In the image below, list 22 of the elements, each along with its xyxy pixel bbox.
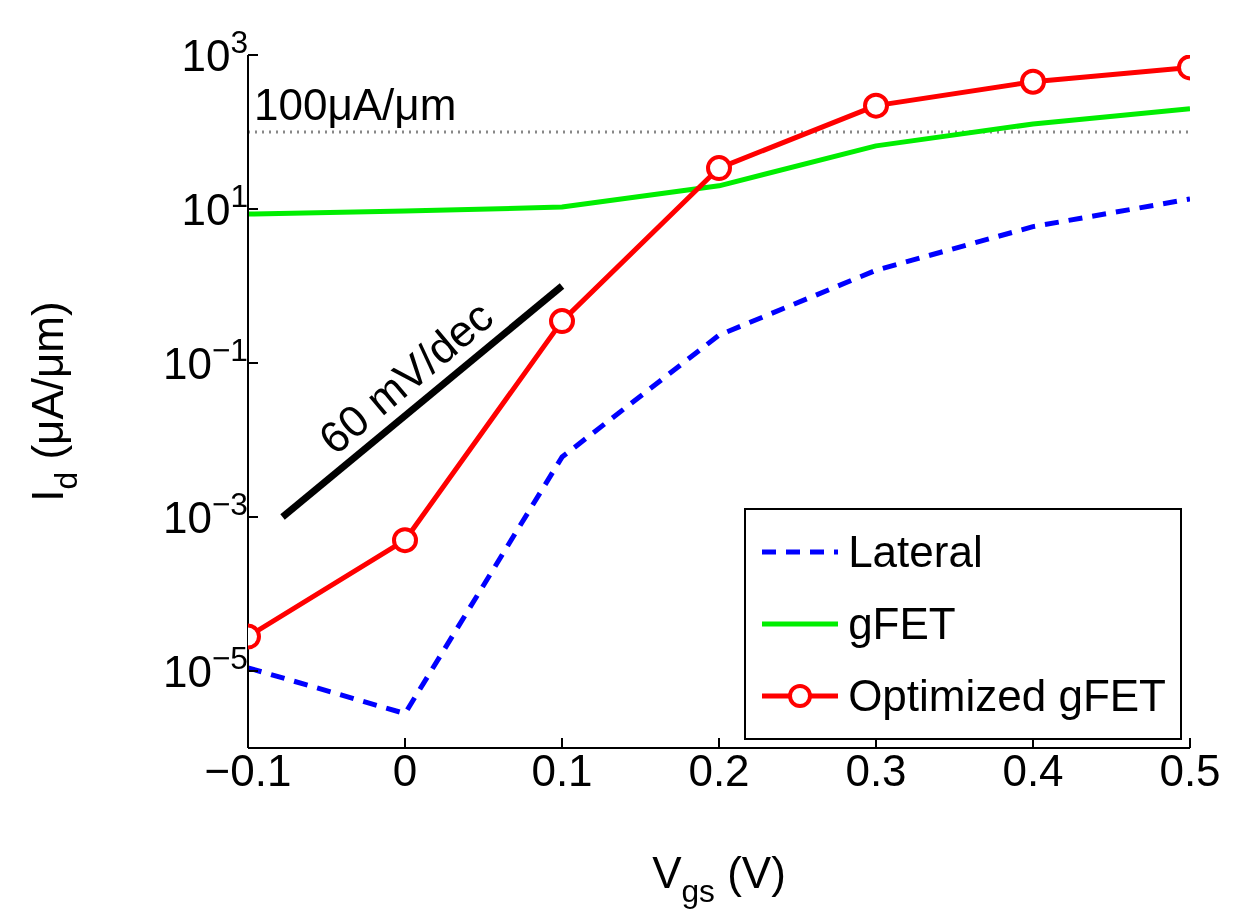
y-tick-label: 10$^{−5}$ <box>162 640 248 696</box>
x-axis-title: V$_{gs}$ (V) <box>652 848 786 910</box>
legend-label: Optimized gFET <box>848 671 1166 720</box>
x-tick-label: 0.1 <box>531 746 593 795</box>
x-tick-label: 0.2 <box>688 746 750 795</box>
y-tick-label: 10$^{3}$ <box>181 24 248 80</box>
point <box>549 308 575 335</box>
x-tick-label: 0 <box>392 746 418 795</box>
point <box>706 155 732 182</box>
legend-label: Lateral <box>848 527 983 576</box>
x-tick-label: 0.4 <box>1002 746 1064 795</box>
x-tick-label: 0.3 <box>845 746 907 795</box>
point <box>392 527 418 554</box>
ref-line-label: 100μA/μm <box>254 80 457 129</box>
legend-label: gFET <box>848 599 956 648</box>
y-tick-label: 10$^{−1}$ <box>162 332 248 388</box>
x-tick-label: 0.5 <box>1159 746 1221 795</box>
point <box>863 92 889 119</box>
x-tick-label: −0.1 <box>204 746 292 795</box>
point <box>1020 68 1046 95</box>
y-tick-label: 10$^{1}$ <box>181 178 248 234</box>
y-tick-label: 10$^{−3}$ <box>162 486 248 542</box>
